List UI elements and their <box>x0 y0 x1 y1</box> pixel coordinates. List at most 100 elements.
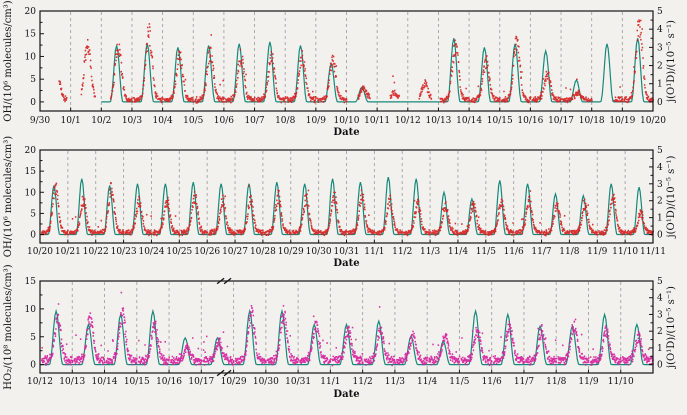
x-tick-label: 10/28 <box>250 247 276 257</box>
x-tick-label: 10/18 <box>579 116 605 126</box>
y-axis-title-left: OH/(10⁶ molecules/cm³) <box>3 136 14 257</box>
x-tick-label: 10/31 <box>285 377 311 387</box>
y-tick-label-right: 5 <box>657 7 663 17</box>
x-axis-middle: 10/20 10/21 10/22 10/23 10/24 10/25 10/26 10/27… <box>27 239 666 269</box>
y-tick-label-right: 5 <box>657 277 663 287</box>
x-tick-label: 10/27 <box>222 247 248 257</box>
y-tick-label-right: 4 <box>657 25 663 35</box>
y-axis-left-bottom: 0 5 10 15 HO₂/(10⁸ molecules/cm³) <box>3 264 44 390</box>
x-tick-label: 11/10 <box>612 247 638 257</box>
y-tick-label-right: 1 <box>657 80 663 90</box>
x-tick-label: 11/3 <box>385 377 405 387</box>
scatter-series-oh <box>41 182 654 237</box>
x-tick-label: 10/22 <box>83 247 109 257</box>
x-tick-label: 11/10 <box>608 377 634 387</box>
x-tick-label: 10/23 <box>111 247 137 257</box>
y-tick-label-right: 0 <box>657 361 663 371</box>
x-tick-label: 11/1 <box>320 377 340 387</box>
y-tick-label-right: 4 <box>657 163 663 173</box>
x-tick-label: 11/1 <box>364 247 384 257</box>
y-tick-label-right: 3 <box>657 43 663 53</box>
x-tick-label: 10/20 <box>27 247 53 257</box>
panel-bottom: 10/12 10/13 10/14 10/15 10/16 10/17 10/29 10/30… <box>3 264 677 400</box>
x-axis-title: Date <box>333 389 359 400</box>
y-axis-title-left: HO₂/(10⁸ molecules/cm³) <box>3 264 14 389</box>
x-tick-label: 10/11 <box>364 116 390 126</box>
y-tick-label-left: 0 <box>30 361 36 371</box>
y-axis-left-top: 0 5 10 15 20 OH/(10⁶ molecules/cm³) <box>3 0 44 122</box>
x-tick-label: 10/31 <box>334 247 360 257</box>
panel-top: 9/30 10/1 10/2 10/3 10/4 10/5 10/6 10/7 10/8 10/9… <box>3 0 677 138</box>
x-tick-label: 10/21 <box>55 247 81 257</box>
y-tick-label-right: 0 <box>657 98 663 108</box>
y-tick-label-left: 5 <box>30 333 36 343</box>
x-tick-label: 11/9 <box>587 247 607 257</box>
x-tick-label: 10/24 <box>138 247 164 257</box>
x-tick-label: 10/12 <box>395 116 421 126</box>
x-tick-label: 10/1 <box>61 116 81 126</box>
x-tick-label: 9/30 <box>30 116 50 126</box>
x-tick-label: 10/13 <box>425 116 451 126</box>
x-tick-label: 10/10 <box>334 116 360 126</box>
x-tick-label: 10/5 <box>183 116 203 126</box>
axes-box <box>39 280 654 374</box>
x-tick-label: 10/3 <box>122 116 142 126</box>
y-tick-label-right: 2 <box>657 327 663 337</box>
x-tick-label: 10/25 <box>166 247 192 257</box>
x-tick-label: 11/4 <box>417 377 437 387</box>
y-tick-label-right: 2 <box>657 62 663 72</box>
x-tick-label: 10/15 <box>487 116 513 126</box>
y-tick-label-right: 2 <box>657 197 663 207</box>
y-tick-label-left: 20 <box>25 146 37 156</box>
grid-lines-middle <box>67 151 626 242</box>
x-tick-label: 11/5 <box>476 247 496 257</box>
x-tick-label: 10/29 <box>221 377 247 387</box>
panel-middle: 10/20 10/21 10/22 10/23 10/24 10/25 10/26 10/27… <box>3 136 677 269</box>
x-tick-label: 10/4 <box>152 116 172 126</box>
x-tick-label: 10/14 <box>92 377 118 387</box>
y-tick-label-right: 5 <box>657 146 663 156</box>
y-tick-label-right: 1 <box>657 214 663 224</box>
x-tick-label: 11/2 <box>392 247 412 257</box>
y-tick-label-left: 15 <box>25 167 37 177</box>
y-tick-label-left: 15 <box>25 277 37 287</box>
y-tick-label-left: 0 <box>30 98 36 108</box>
x-tick-label: 11/4 <box>448 247 468 257</box>
y-tick-label-left: 5 <box>30 209 36 219</box>
grid-lines-top <box>70 12 623 110</box>
x-tick-label: 11/2 <box>353 377 373 387</box>
y-tick-label-left: 10 <box>25 188 37 198</box>
x-tick-label: 10/29 <box>278 247 304 257</box>
x-axis-title: Date <box>333 258 359 269</box>
x-tick-label: 10/16 <box>517 116 543 126</box>
x-tick-label: 10/9 <box>306 116 326 126</box>
y-tick-label-left: 20 <box>25 7 37 17</box>
x-tick-label: 10/20 <box>640 116 666 126</box>
x-axis-title: Date <box>333 127 359 138</box>
x-tick-label: 10/15 <box>124 377 150 387</box>
scatter-series-oh <box>58 19 654 104</box>
x-tick-label: 10/8 <box>275 116 295 126</box>
x-axis-bottom: 10/12 10/13 10/14 10/15 10/16 10/17 10/29 10/30… <box>27 369 634 400</box>
x-tick-label: 10/14 <box>456 116 482 126</box>
x-tick-label: 10/19 <box>609 116 635 126</box>
scatter-series-ho2 <box>41 291 654 367</box>
x-tick-label: 11/7 <box>531 247 551 257</box>
y-tick-label-right: 1 <box>657 344 663 354</box>
y-axis-title-right: j(O¹D)/(10⁻⁵ s⁻¹) <box>666 20 677 103</box>
y-axis-right-top: 0 1 2 3 4 5j(O¹D)/(10⁻⁵ s⁻¹) <box>649 7 677 108</box>
x-tick-label: 11/3 <box>420 247 440 257</box>
x-tick-label: 10/30 <box>253 377 279 387</box>
x-tick-label: 10/17 <box>188 377 214 387</box>
y-tick-label-right: 4 <box>657 294 663 304</box>
x-tick-label: 10/13 <box>59 377 85 387</box>
y-tick-label-right: 3 <box>657 310 663 320</box>
y-axis-right-bottom: 0 1 2 3 4 5j(O¹D)/(10⁻⁵ s⁻¹) <box>649 277 677 371</box>
y-tick-label-left: 10 <box>25 52 37 62</box>
x-tick-label: 11/5 <box>449 377 469 387</box>
y-axis-title-left: OH/(10⁶ molecules/cm³) <box>3 0 14 121</box>
x-tick-label: 10/2 <box>91 116 111 126</box>
x-tick-label: 10/7 <box>244 116 264 126</box>
